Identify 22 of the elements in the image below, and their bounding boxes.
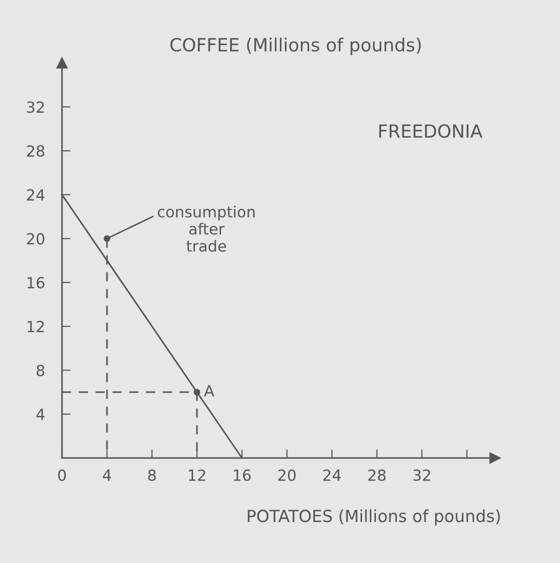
x-axis-title: POTATOES (Millions of pounds) [248, 509, 500, 526]
y-tick-label: 8 [36, 364, 44, 376]
annotation: A [204, 385, 214, 396]
x-tick-label: 24 [323, 469, 341, 481]
y-tick-label: 32 [27, 101, 44, 113]
x-tick-label: 32 [413, 469, 430, 481]
y-tick-label: 28 [27, 145, 44, 157]
y-tick-label: 12 [28, 320, 44, 332]
annotation: consumption after trade [158, 206, 255, 252]
x-tick-label: 20 [278, 469, 296, 481]
x-tick-label: 4 [102, 470, 111, 481]
y-tick-label: 4 [36, 408, 44, 420]
x-tick-label: 0 [58, 469, 66, 481]
x-tick-label: 16 [234, 469, 251, 481]
text: FREEDONIA [379, 124, 482, 138]
y-tick-label: 24 [27, 189, 44, 200]
y-axis-title: COFFEE (Millions of pounds) [170, 38, 421, 56]
x-tick-label: 28 [368, 469, 386, 481]
x-tick-label: 8 [148, 469, 156, 481]
x-tick-label: 12 [188, 469, 206, 481]
y-tick-label: 20 [27, 233, 44, 245]
y-tick-label: 16 [28, 276, 44, 288]
